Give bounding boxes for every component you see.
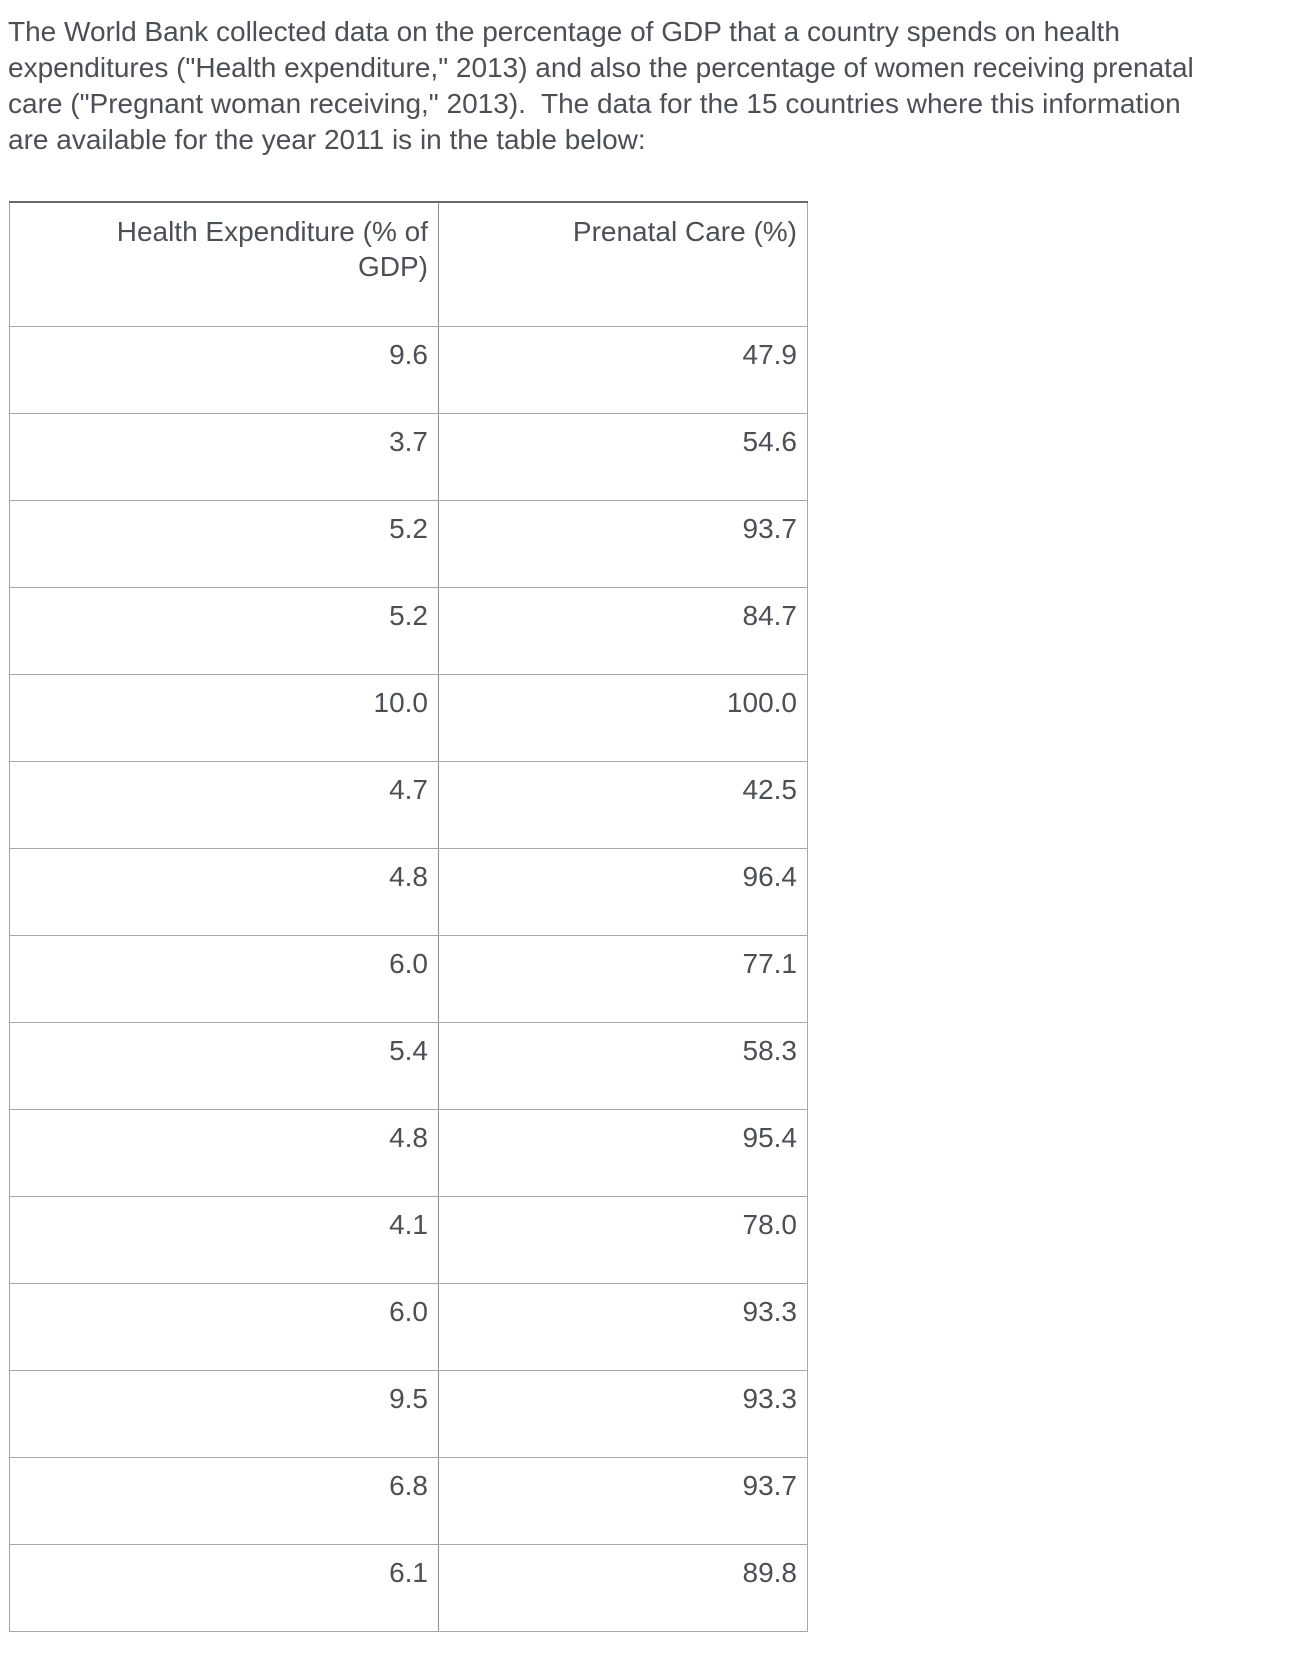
prenatal-care-cell: 47.9 [438,325,808,414]
health-expenditure-cell: 4.8 [9,1108,439,1197]
table-header-row: Health Expenditure (% of GDP) Prenatal C… [9,201,808,327]
prenatal-care-cell: 96.4 [438,847,808,936]
health-expenditure-cell: 9.5 [9,1369,439,1458]
prenatal-care-cell: 89.8 [438,1543,808,1632]
table-body: 9.6 47.9 3.7 54.6 5.2 93.7 5.2 84.7 10.0 100.0 4.7… [9,325,808,1632]
table-row: 10.0 100.0 [9,673,808,762]
prenatal-care-cell: 95.4 [438,1108,808,1197]
prenatal-care-cell: 77.1 [438,934,808,1023]
prenatal-care-cell: 42.5 [438,760,808,849]
health-expenditure-cell: 4.7 [9,760,439,849]
health-expenditure-header-label: Health Expenditure (% of GDP) [116,216,428,282]
table-row: 4.8 95.4 [9,1108,808,1197]
prenatal-care-cell: 58.3 [438,1021,808,1110]
table-row: 9.5 93.3 [9,1369,808,1458]
table-row: 6.1 89.8 [9,1543,808,1632]
table-row: 6.0 93.3 [9,1282,808,1371]
table-row: 5.4 58.3 [9,1021,808,1110]
health-expenditure-cell: 5.2 [9,586,439,675]
health-expenditure-cell: 6.0 [9,1282,439,1371]
health-expenditure-cell: 6.0 [9,934,439,1023]
prenatal-care-cell: 93.3 [438,1369,808,1458]
health-expenditure-header: Health Expenditure (% of GDP) [9,201,439,327]
table-row: 6.0 77.1 [9,934,808,1023]
table-row: 6.8 93.7 [9,1456,808,1545]
prenatal-care-cell: 93.3 [438,1282,808,1371]
health-expenditure-cell: 10.0 [9,673,439,762]
prenatal-care-cell: 100.0 [438,673,808,762]
health-expenditure-cell: 5.4 [9,1021,439,1110]
prenatal-care-cell: 78.0 [438,1195,808,1284]
table-row: 9.6 47.9 [9,325,808,414]
prenatal-care-cell: 54.6 [438,412,808,501]
intro-paragraph: The World Bank collected data on the per… [8,16,1202,155]
prenatal-care-header: Prenatal Care (%) [438,201,808,327]
table-row: 4.8 96.4 [9,847,808,936]
prenatal-care-header-label: Prenatal Care (%) [572,216,797,247]
table-row: 4.1 78.0 [9,1195,808,1284]
health-data-table: Health Expenditure (% of GDP) Prenatal C… [9,201,808,1632]
health-expenditure-cell: 9.6 [9,325,439,414]
health-expenditure-cell: 6.8 [9,1456,439,1545]
table-row: 4.7 42.5 [9,760,808,849]
health-expenditure-cell: 4.1 [9,1195,439,1284]
prenatal-care-cell: 93.7 [438,499,808,588]
health-expenditure-cell: 3.7 [9,412,439,501]
prenatal-care-cell: 84.7 [438,586,808,675]
table-row: 3.7 54.6 [9,412,808,501]
table-row: 5.2 93.7 [9,499,808,588]
table-row: 5.2 84.7 [9,586,808,675]
health-expenditure-cell: 4.8 [9,847,439,936]
health-expenditure-cell: 5.2 [9,499,439,588]
prenatal-care-cell: 93.7 [438,1456,808,1545]
health-expenditure-cell: 6.1 [9,1543,439,1632]
